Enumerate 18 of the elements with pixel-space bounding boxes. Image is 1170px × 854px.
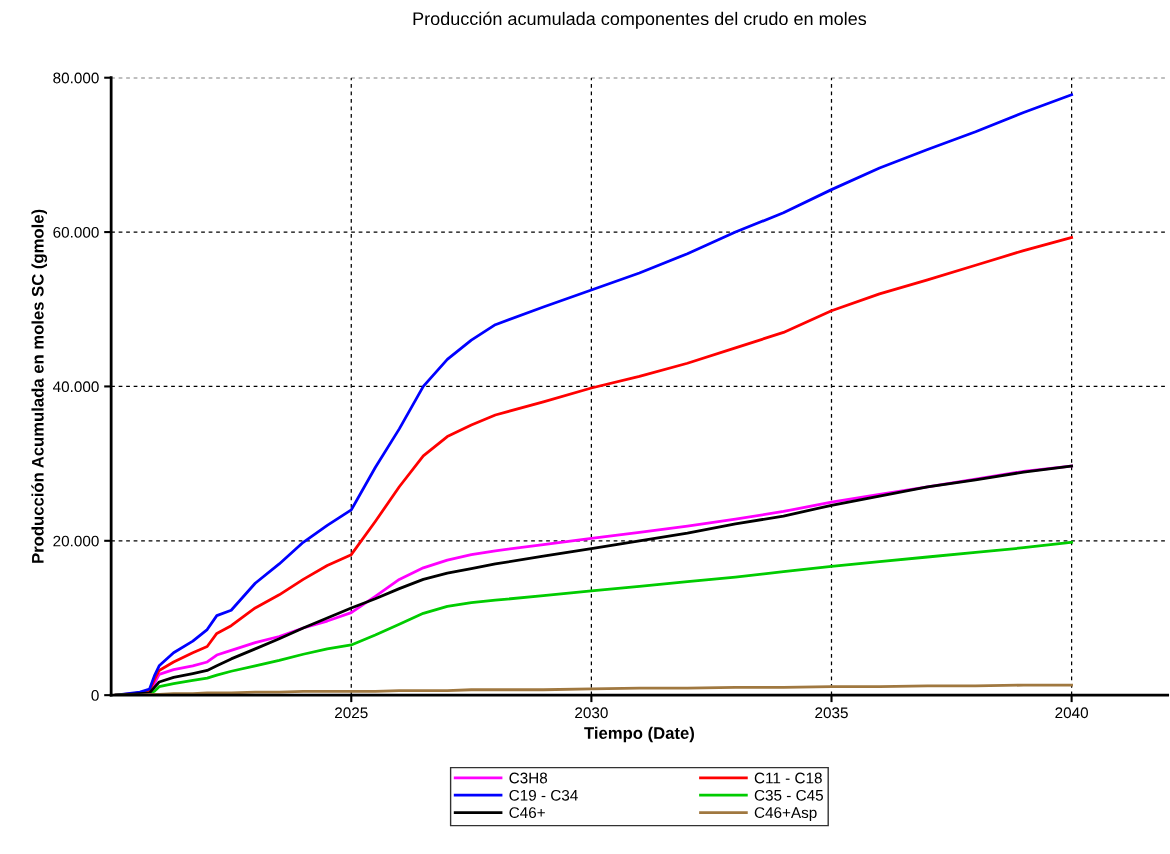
x-tick-label: 2035 [815,707,848,719]
legend-label: C3H8 [509,772,548,784]
x-axis-title: Tiempo (Date) [584,726,694,743]
y-tick-label: 40.000 [52,381,99,393]
legend-label: C19 - C34 [509,789,578,801]
y-tick-label: 20.000 [53,535,99,547]
x-tick-label: 2030 [575,707,608,719]
legend-label: C46+ [509,807,545,819]
y-tick-label: 80.000 [53,72,99,84]
legend-label: C11 - C18 [754,772,822,784]
y-tick-label: 60.000 [53,226,99,238]
y-axis-title: Producción Acumulada en moles SC (gmole) [31,209,48,563]
y-tick-label: 0 [91,690,99,701]
x-tick-label: 2025 [335,707,368,719]
chart-title: Producción acumulada componentes del crudo en moles [413,11,867,29]
legend-label: C46+Asp [754,807,817,822]
x-tick-label: 2040 [1055,707,1089,719]
legend-label: C35 - C45 [754,789,823,801]
